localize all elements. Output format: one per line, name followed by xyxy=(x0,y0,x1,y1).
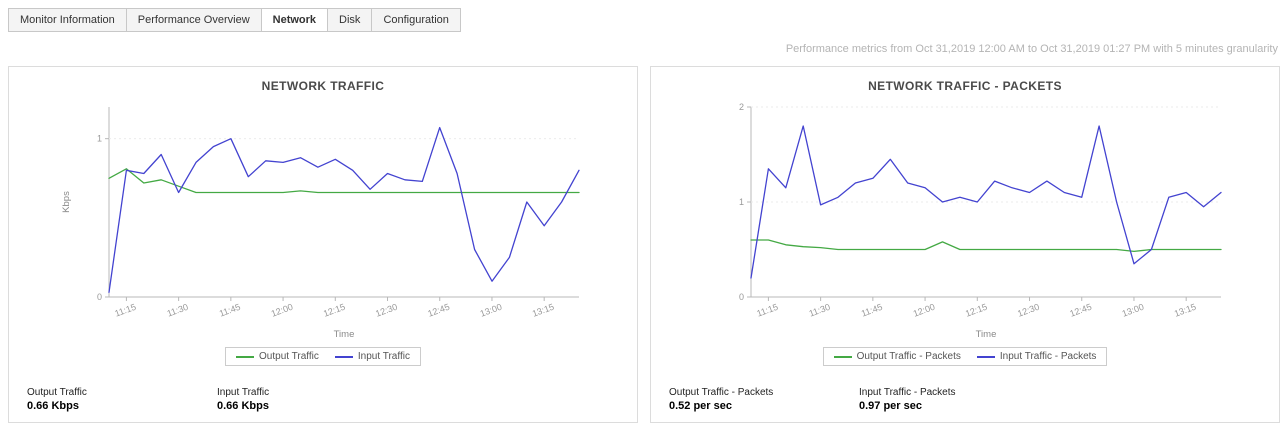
svg-text:12:00: 12:00 xyxy=(912,302,937,319)
legend-item[interactable]: Input Traffic - Packets xyxy=(976,351,1097,362)
network-traffic-stats: Output Traffic 0.66 Kbps Input Traffic 0.66… xyxy=(19,387,399,412)
tab-network[interactable]: Network xyxy=(260,8,328,32)
metrics-note: Performance metrics from Oct 31,2019 12:… xyxy=(785,43,1278,55)
svg-text:12:30: 12:30 xyxy=(1016,302,1041,319)
svg-text:12:45: 12:45 xyxy=(426,302,451,319)
svg-text:11:15: 11:15 xyxy=(755,302,779,319)
stat-input-traffic: Input Traffic 0.66 Kbps xyxy=(209,387,399,412)
stat-output-traffic-packets: Output Traffic - Packets 0.52 per sec xyxy=(661,387,851,412)
svg-text:12:30: 12:30 xyxy=(374,302,399,319)
svg-text:Time: Time xyxy=(334,329,355,340)
svg-text:11:30: 11:30 xyxy=(166,302,190,319)
svg-text:13:15: 13:15 xyxy=(1173,302,1198,319)
network-traffic-packets-chart: 0 1 2 11:15 11:30 11:45 12:00 12:15 12:30 12:45 13… xyxy=(739,102,1222,340)
legend-label: Input Traffic xyxy=(357,351,410,362)
svg-text:1: 1 xyxy=(739,197,744,207)
svg-text:11:15: 11:15 xyxy=(113,302,137,319)
stat-label: Output Traffic - Packets xyxy=(669,387,774,398)
svg-text:Time: Time xyxy=(976,329,997,340)
svg-text:13:00: 13:00 xyxy=(1121,302,1146,319)
legend-box: Output Traffic Input Traffic xyxy=(225,347,421,366)
legend-line-icon xyxy=(833,355,852,358)
legend-line-icon xyxy=(334,355,353,358)
stat-output-traffic: Output Traffic 0.66 Kbps xyxy=(19,387,209,412)
svg-text:12:00: 12:00 xyxy=(270,302,295,319)
svg-text:1: 1 xyxy=(97,134,102,144)
legend-line-icon xyxy=(236,355,255,358)
network-traffic-title: NETWORK TRAFFIC xyxy=(261,79,385,93)
tab-bar: Monitor Information Performance Overview N… xyxy=(8,8,461,32)
tab-disk[interactable]: Disk xyxy=(327,8,372,32)
legend-item[interactable]: Output Traffic xyxy=(236,351,319,362)
stat-label: Input Traffic - Packets xyxy=(859,387,956,398)
svg-text:Kbps: Kbps xyxy=(61,191,72,213)
legend-box: Output Traffic - Packets Input Traffic - … xyxy=(822,347,1108,366)
svg-text:11:45: 11:45 xyxy=(860,302,884,319)
svg-text:2: 2 xyxy=(739,102,744,112)
stat-label: Output Traffic xyxy=(27,387,87,398)
network-traffic-packets-legend: Output Traffic - Packets Input Traffic - … xyxy=(651,347,1279,366)
svg-text:12:15: 12:15 xyxy=(964,302,989,319)
legend-label: Output Traffic - Packets xyxy=(856,351,961,362)
svg-text:11:30: 11:30 xyxy=(808,302,832,319)
svg-text:0: 0 xyxy=(739,292,744,302)
network-traffic-panel: NETWORK TRAFFIC 0 1 11:15 11:30 11:45 12:00 12… xyxy=(8,66,638,423)
legend-label: Input Traffic - Packets xyxy=(999,351,1097,362)
svg-text:11:45: 11:45 xyxy=(218,302,242,319)
network-traffic-legend: Output Traffic Input Traffic xyxy=(9,347,637,366)
legend-item[interactable]: Input Traffic xyxy=(334,351,410,362)
legend-line-icon xyxy=(976,355,995,358)
stat-value: 0.52 per sec xyxy=(669,400,732,412)
stat-value: 0.66 Kbps xyxy=(27,400,79,412)
svg-text:12:15: 12:15 xyxy=(322,302,347,319)
legend-item[interactable]: Output Traffic - Packets xyxy=(833,351,961,362)
stat-label: Input Traffic xyxy=(217,387,270,398)
stat-value: 0.97 per sec xyxy=(859,400,922,412)
tab-performance-overview[interactable]: Performance Overview xyxy=(125,8,261,32)
tab-monitor-information[interactable]: Monitor Information xyxy=(8,8,126,32)
svg-text:12:45: 12:45 xyxy=(1068,302,1093,319)
network-traffic-packets-title: NETWORK TRAFFIC - PACKETS xyxy=(868,79,1062,93)
chart-panels: NETWORK TRAFFIC 0 1 11:15 11:30 11:45 12:00 12… xyxy=(8,66,1280,423)
svg-text:13:00: 13:00 xyxy=(479,302,504,319)
legend-label: Output Traffic xyxy=(259,351,319,362)
svg-text:0: 0 xyxy=(97,292,102,302)
network-traffic-packets-panel: NETWORK TRAFFIC - PACKETS 0 1 2 11:15 11:30 1… xyxy=(650,66,1280,423)
network-traffic-chart: 0 1 11:15 11:30 11:45 12:00 12:15 12:30 12:45 13:… xyxy=(61,107,580,340)
stat-input-traffic-packets: Input Traffic - Packets 0.97 per sec xyxy=(851,387,1041,412)
stat-value: 0.66 Kbps xyxy=(217,400,269,412)
network-traffic-packets-stats: Output Traffic - Packets 0.52 per sec Inpu… xyxy=(661,387,1041,412)
svg-text:13:15: 13:15 xyxy=(531,302,556,319)
tab-configuration[interactable]: Configuration xyxy=(371,8,461,32)
